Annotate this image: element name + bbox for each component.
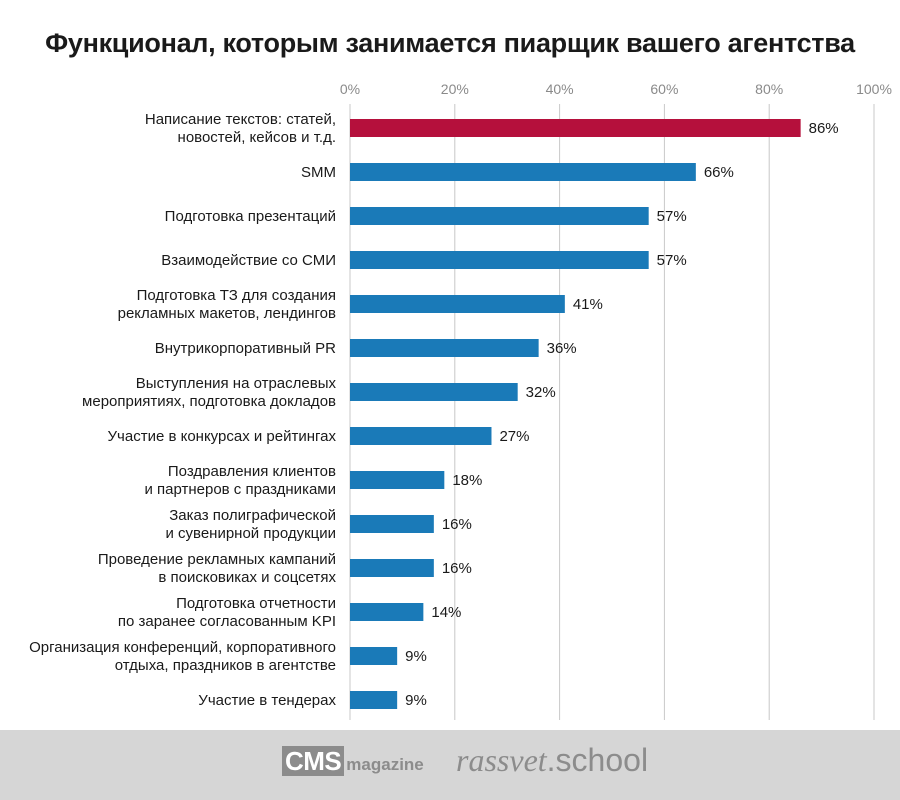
bar	[350, 163, 696, 181]
data-label: 16%	[442, 516, 472, 533]
category-label: Взаимодействие со СМИ	[161, 252, 336, 269]
chart-title: Функционал, которым занимается пиарщик в…	[45, 28, 855, 58]
data-label: 36%	[547, 340, 577, 357]
data-label: 9%	[405, 692, 427, 709]
data-label: 27%	[499, 428, 529, 445]
category-label: Подготовка отчетности по заранее согласов…	[118, 595, 336, 630]
data-label: 16%	[442, 560, 472, 577]
footer	[0, 730, 900, 800]
category-label: Написание текстов: статей, новостей, кейс…	[145, 111, 336, 146]
category-label: Подготовка презентаций	[165, 208, 336, 225]
category-label: Организация конференций, корпоративного о…	[29, 639, 336, 674]
category-label: Участие в тендерах	[198, 692, 336, 709]
rassvet-logo-part1: rassvet	[456, 742, 547, 778]
bar-chart: 0% 20% 40% 60% 80% 100% Написание текстов: ста…	[29, 81, 892, 720]
data-label: 18%	[452, 472, 482, 489]
bar	[350, 559, 434, 577]
category-label: Поздравления клиентов и партнеров с празд…	[144, 463, 336, 498]
bar	[350, 383, 518, 401]
category-label: Внутрикорпоративный PR	[155, 340, 336, 357]
data-label: 57%	[657, 208, 687, 225]
data-label: 41%	[573, 296, 603, 313]
bar	[350, 207, 649, 225]
bar	[350, 691, 398, 709]
data-label: 9%	[405, 648, 427, 665]
cms-logo-sub: magazine	[346, 755, 424, 774]
data-label: 86%	[809, 120, 839, 137]
data-label: 32%	[526, 384, 556, 401]
data-label: 66%	[704, 164, 734, 181]
data-label: 14%	[431, 604, 461, 621]
category-label: Подготовка ТЗ для создания рекламных маке…	[118, 287, 336, 322]
category-label: Участие в конкурсах и рейтингах	[108, 428, 337, 445]
x-tick-label: 40%	[546, 81, 574, 97]
x-tick-label: 20%	[441, 81, 469, 97]
bar	[350, 427, 492, 445]
bar	[350, 119, 801, 137]
bar	[350, 339, 539, 357]
category-label: Проведение рекламных кампаний в поисковик…	[98, 551, 337, 586]
bar	[350, 471, 445, 489]
x-tick-label: 80%	[755, 81, 783, 97]
category-label: SMM	[301, 164, 336, 181]
bar	[350, 647, 398, 665]
category-label: Выступления на отраслевых мероприятиях, п…	[82, 375, 336, 410]
rassvet-school-logo: rassvet.school	[456, 742, 648, 779]
x-tick-label: 100%	[856, 81, 892, 97]
data-label: 57%	[657, 252, 687, 269]
x-tick-label: 60%	[650, 81, 678, 97]
bar	[350, 251, 649, 269]
category-label: Заказ полиграфической и сувенирной продук…	[165, 507, 336, 542]
cms-magazine-logo: CMS magazine	[282, 745, 424, 777]
x-tick-label: 0%	[340, 81, 360, 97]
rassvet-logo-part2: .school	[546, 742, 649, 778]
bar	[350, 603, 424, 621]
bar	[350, 515, 434, 533]
cms-logo-box: CMS	[282, 746, 345, 776]
bar	[350, 295, 565, 313]
